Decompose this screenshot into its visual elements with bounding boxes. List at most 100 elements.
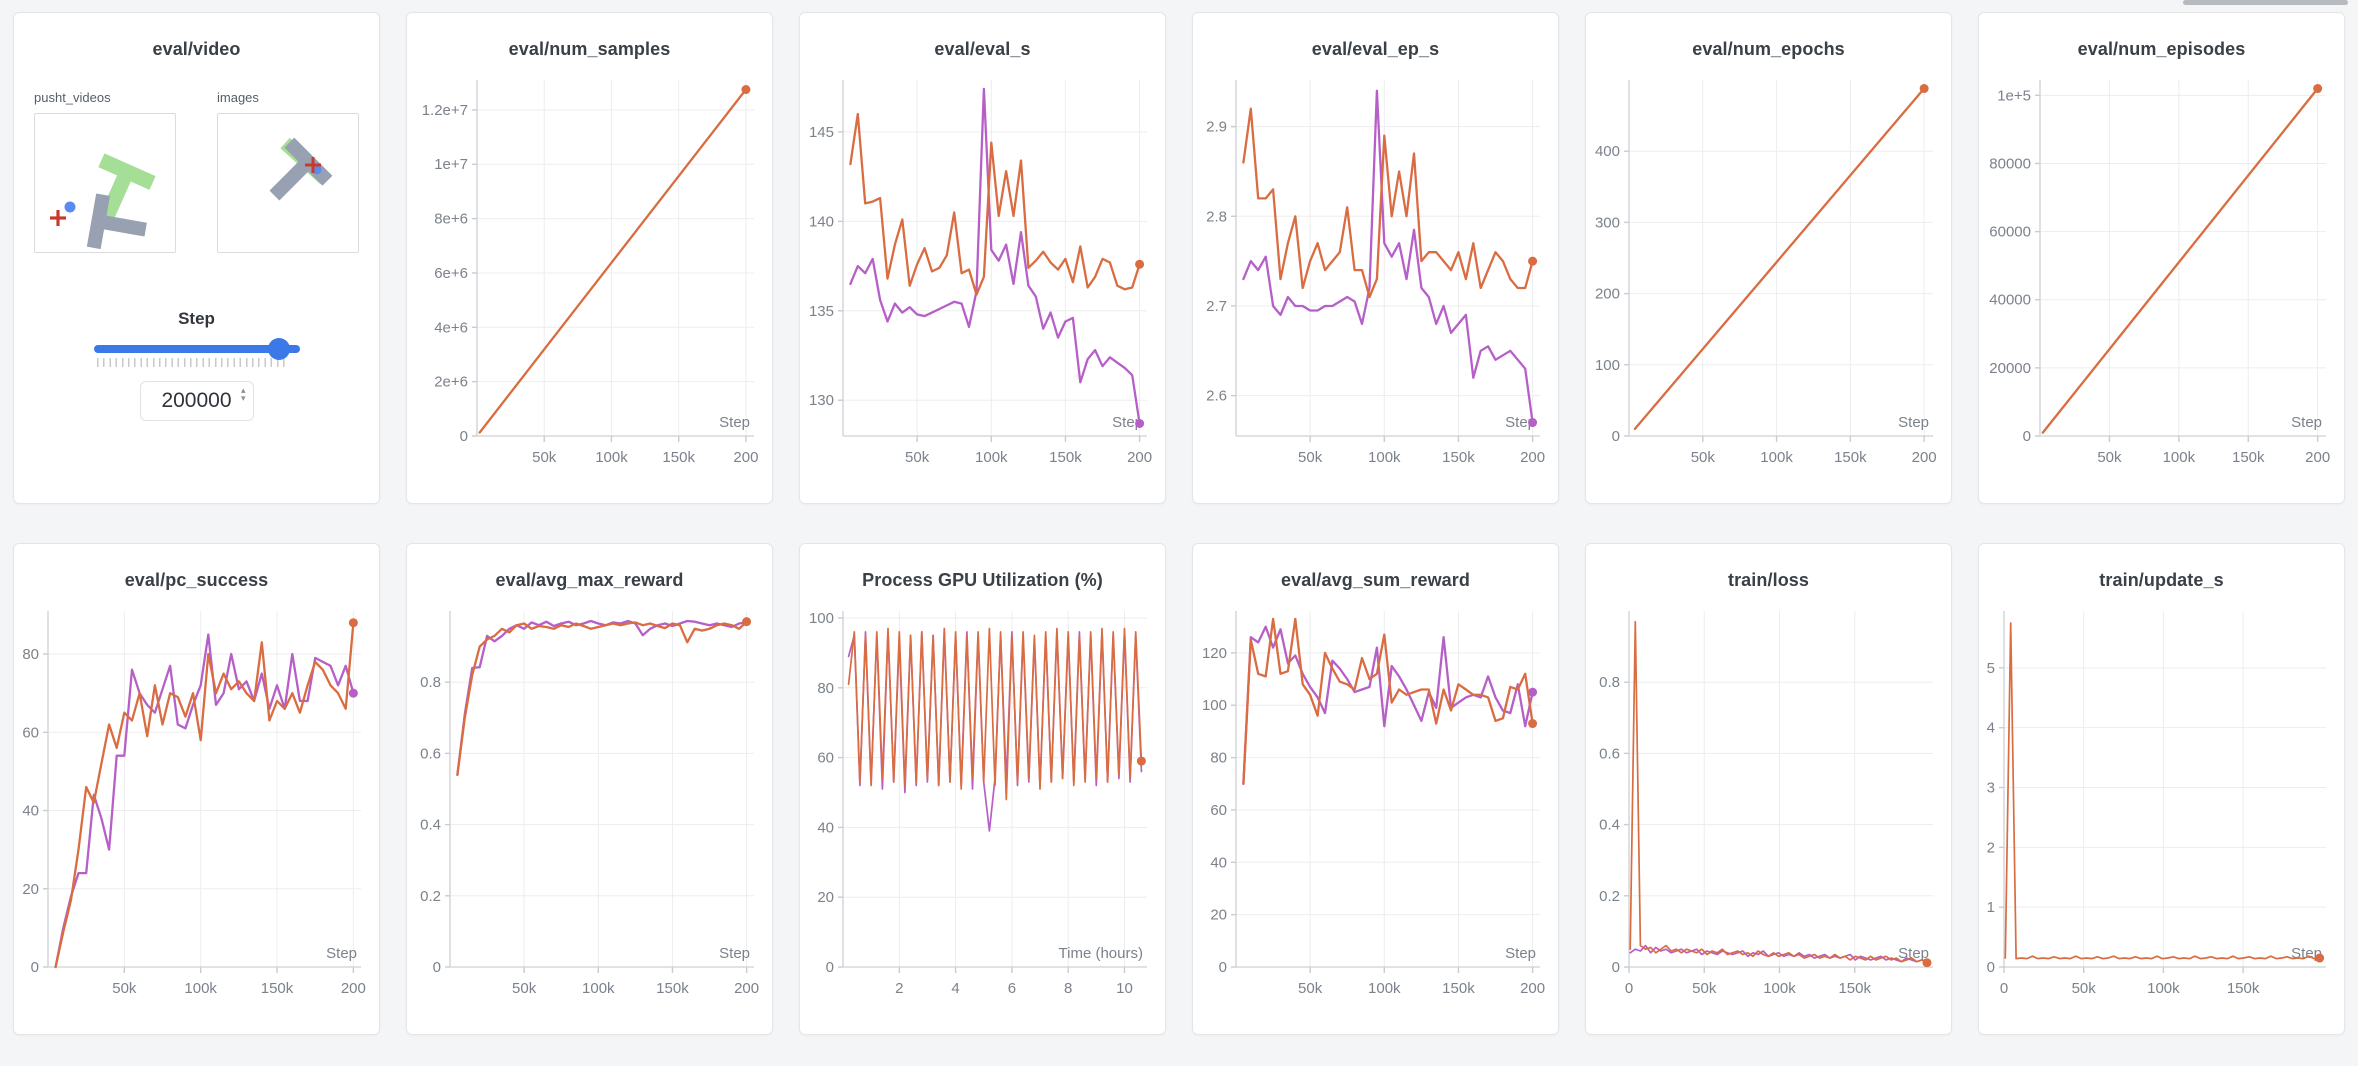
axes [449, 611, 754, 968]
panel-eval-num-samples: eval/num_samples 0 2e+6 4e+6 6e+6 8e+6 1e+7 1.… [406, 12, 773, 504]
svg-text:0.8: 0.8 [1599, 674, 1620, 691]
svg-text:100k: 100k [2147, 980, 2180, 997]
chart-title: train/update_s [2099, 570, 2224, 590]
svg-text:50k: 50k [1692, 980, 1717, 997]
gridlines [2040, 80, 2326, 436]
eval-num-epochs-chart[interactable]: 0 100 200 300 400 50k 100k 150k 200 Step [1586, 62, 1951, 492]
eval-pc-success-chart[interactable]: 0 20 40 60 80 50k 100k 150k 200 Step [14, 593, 379, 1023]
eval-num-episodes-chart[interactable]: 0 20000 40000 60000 80000 1e+5 50k 100k 150k 200 S… [1979, 62, 2344, 492]
svg-text:100k: 100k [184, 980, 217, 997]
panel-eval-video: eval/video pusht_videos [13, 12, 380, 504]
svg-text:200: 200 [1520, 449, 1545, 466]
series-line-run-orange [849, 112, 1141, 296]
svg-text:1e+7: 1e+7 [434, 156, 468, 173]
svg-text:40: 40 [817, 819, 834, 836]
step-down-icon: ▾ [240, 393, 246, 403]
chart-title: eval/avg_sum_reward [1280, 570, 1470, 590]
svg-text:0: 0 [1612, 428, 1620, 445]
series-line-run-orange [478, 88, 748, 434]
eval-avg-sum-reward-chart[interactable]: 0 20 40 60 80 100 120 50k 100k 150k 200 Step [1193, 593, 1558, 1023]
tick-labels: 0 20 40 60 80 100 120 50k 100k 150k 200 [1202, 645, 1545, 997]
svg-text:6: 6 [1008, 980, 1016, 997]
axes [1235, 80, 1540, 437]
series-line-run-orange [1242, 107, 1534, 299]
series-line-run-orange [1629, 620, 1928, 964]
svg-text:100k: 100k [1368, 449, 1401, 466]
svg-text:0: 0 [31, 959, 39, 976]
chart-title: eval/avg_max_reward [495, 570, 684, 590]
step-slider-thumb[interactable] [267, 338, 290, 360]
svg-text:130: 130 [809, 392, 834, 409]
videos-label: pusht_videos [34, 90, 111, 105]
eval-avg-max-reward-chart[interactable]: 0 0.2 0.4 0.6 0.8 50k 100k 150k 200 Step [407, 593, 772, 1023]
svg-text:4: 4 [1987, 720, 1995, 737]
gridlines [450, 611, 754, 967]
svg-text:20000: 20000 [1989, 360, 2031, 377]
tick-labels: 0 0.2 0.4 0.6 0.8 50k 100k 150k 200 [420, 674, 759, 997]
step-slider-track[interactable] [93, 338, 300, 360]
series-line-run-orange [1633, 87, 1926, 431]
series-line-run-purple [849, 87, 1141, 425]
axes [1628, 80, 1933, 437]
series-end-dot-run-orange [741, 85, 751, 95]
series-end-dot-run-orange [348, 618, 358, 628]
object-t-shape [86, 193, 147, 250]
step-slider-ticks [96, 358, 289, 367]
svg-text:100: 100 [809, 610, 834, 627]
step-slider-label: Step [178, 309, 215, 328]
series-line-run-orange [54, 621, 355, 969]
svg-text:200: 200 [1912, 449, 1937, 466]
pusht-video-thumbnail[interactable] [34, 113, 176, 253]
svg-text:20: 20 [22, 881, 39, 898]
svg-text:100: 100 [1595, 357, 1620, 374]
eval-num-samples-chart[interactable]: 0 2e+6 4e+6 6e+6 8e+6 1e+7 1.2e+7 50k 100k 150k 20… [407, 62, 772, 492]
svg-text:100k: 100k [1760, 449, 1793, 466]
svg-text:80: 80 [817, 680, 834, 697]
svg-text:1.2e+7: 1.2e+7 [422, 102, 468, 119]
svg-text:60000: 60000 [1989, 224, 2031, 241]
svg-text:60: 60 [22, 724, 39, 741]
tick-labels: 2.6 2.7 2.8 2.9 50k 100k 150k 200 [1206, 119, 1545, 466]
eval-eval-ep-s-chart[interactable]: 2.6 2.7 2.8 2.9 50k 100k 150k 200 Step [1193, 62, 1558, 492]
images-thumbnail[interactable] [217, 113, 359, 253]
horizontal-scrollbar-thumb[interactable] [2183, 0, 2348, 5]
axes [2003, 611, 2326, 968]
chart-title: eval/eval_ep_s [1311, 39, 1440, 59]
svg-text:0: 0 [1625, 980, 1633, 997]
gpu-utilization-chart[interactable]: 0 20 40 60 80 100 2 4 6 8 10 Time (hours) [800, 593, 1165, 1023]
svg-text:0: 0 [2023, 428, 2031, 445]
step-number-input[interactable]: 200000 ▴ ▾ [139, 381, 254, 421]
panel-eval-eval-s: eval/eval_s 130 135 140 145 50k 100k 150k 200 St… [799, 12, 1166, 504]
images-label: images [217, 90, 259, 105]
svg-text:2e+6: 2e+6 [434, 374, 468, 391]
tick-labels: 0 20 40 60 80 100 2 4 6 8 10 [809, 610, 1133, 997]
eval-eval-s-chart[interactable]: 130 135 140 145 50k 100k 150k 200 Step [800, 62, 1165, 492]
svg-text:150k: 150k [656, 980, 689, 997]
svg-text:8e+6: 8e+6 [434, 211, 468, 228]
series-end-dot-run-orange [2315, 953, 2325, 963]
svg-text:50k: 50k [905, 449, 930, 466]
tick-labels: 0 20000 40000 60000 80000 1e+5 50k 100k 150k 200 [1989, 87, 2330, 466]
gridlines [477, 80, 754, 436]
series-end-dot-run-orange [1922, 958, 1932, 968]
panel-title: eval/video [152, 39, 241, 59]
svg-text:0: 0 [1987, 959, 1995, 976]
svg-text:40000: 40000 [1989, 292, 2031, 309]
svg-text:0.6: 0.6 [1599, 745, 1620, 762]
svg-text:200: 200 [341, 980, 366, 997]
svg-text:150k: 150k [1049, 449, 1082, 466]
panel-train-loss: train/loss 0 0.2 0.4 0.6 0.8 0 50k 100k 150k Step [1585, 543, 1952, 1035]
series-end-dot-run-orange [1528, 719, 1538, 729]
axes [2039, 80, 2326, 437]
svg-text:40: 40 [1210, 854, 1227, 871]
svg-text:60: 60 [817, 750, 834, 767]
x-axis-label: Step [1898, 414, 1929, 431]
svg-text:200: 200 [734, 980, 759, 997]
svg-text:0.6: 0.6 [420, 745, 441, 762]
chart-title: eval/eval_s [934, 39, 1031, 59]
chart-title: eval/num_episodes [2077, 39, 2246, 59]
stepper-arrows[interactable]: ▴ ▾ [240, 386, 246, 403]
svg-text:100: 100 [1202, 697, 1227, 714]
